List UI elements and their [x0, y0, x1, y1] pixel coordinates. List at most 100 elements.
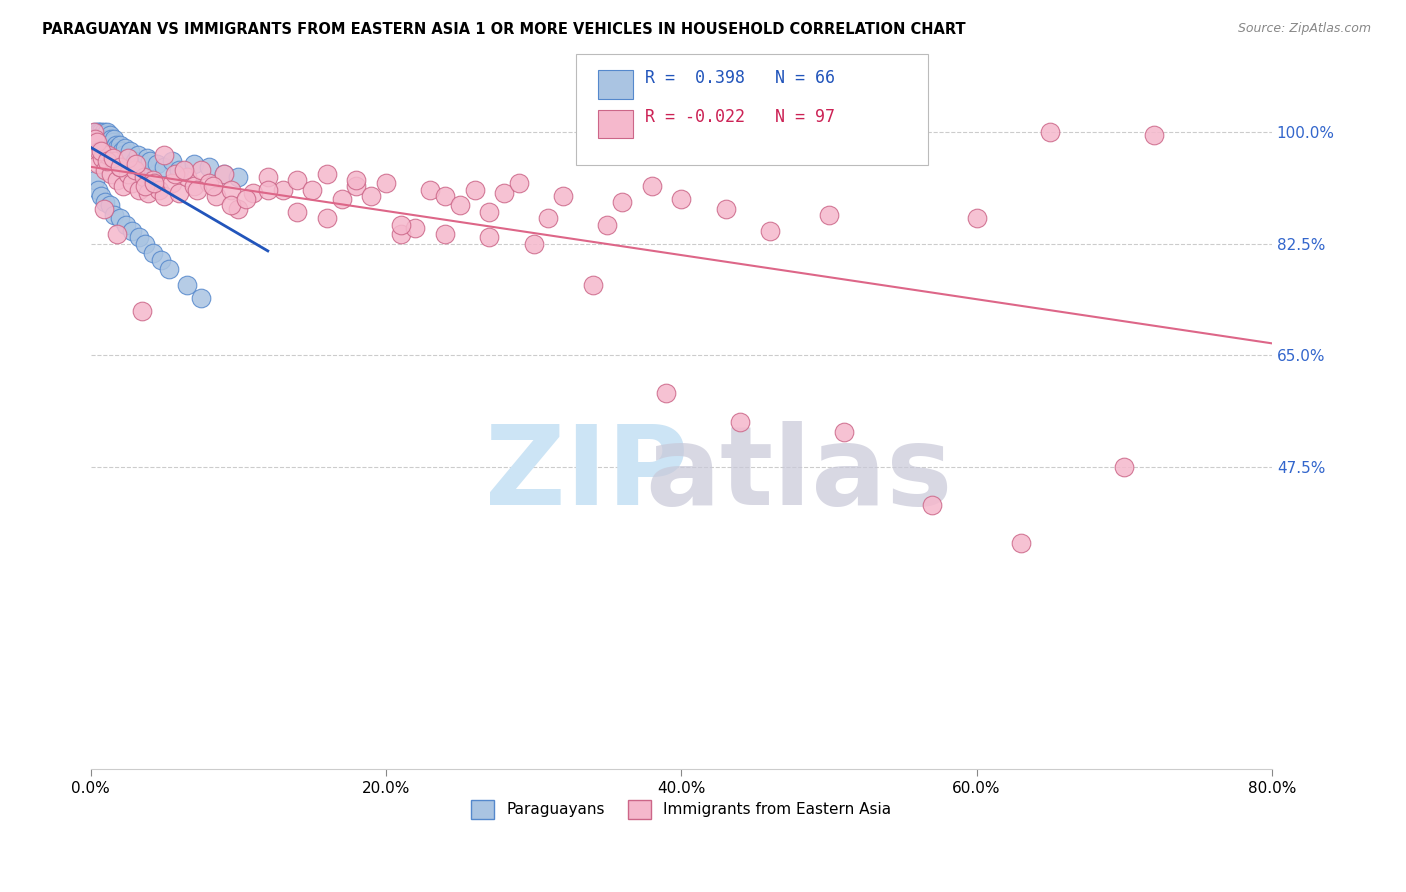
Point [107, 145, 129, 159]
Point [91, 141, 114, 155]
Point [582, 278, 605, 293]
Point [105, 173, 128, 187]
Point [478, 230, 501, 244]
Point [117, 167, 139, 181]
Point [966, 211, 988, 226]
Point [89, 125, 111, 139]
Point [730, 415, 752, 429]
Point [117, 151, 139, 165]
Point [90, 125, 112, 139]
Point [101, 151, 124, 165]
Point [91, 151, 114, 165]
Point [197, 176, 219, 190]
Point [256, 169, 278, 184]
Point [671, 192, 693, 206]
Text: R =  0.398   N = 66: R = 0.398 N = 66 [645, 69, 835, 87]
Point [89, 131, 111, 145]
Point [94, 195, 117, 210]
Point [112, 179, 135, 194]
Point [94, 163, 117, 178]
Point [464, 183, 486, 197]
Point [108, 161, 131, 175]
Point [90, 138, 112, 153]
Point [83, 125, 105, 139]
Point [93, 202, 115, 216]
Point [523, 236, 546, 251]
Point [120, 145, 142, 159]
Point [93, 125, 115, 139]
Point [1039, 125, 1062, 139]
Point [153, 147, 176, 161]
Point [202, 179, 225, 194]
Point [105, 227, 128, 242]
Point [374, 176, 396, 190]
Point [98, 147, 121, 161]
Point [121, 224, 143, 238]
Point [449, 198, 471, 212]
Text: Source: ZipAtlas.com: Source: ZipAtlas.com [1237, 22, 1371, 36]
Point [100, 131, 122, 145]
Point [86, 135, 108, 149]
Point [97, 131, 120, 145]
Text: ZIP: ZIP [485, 422, 689, 528]
Point [117, 151, 139, 165]
Point [87, 157, 110, 171]
Text: R = -0.022   N = 97: R = -0.022 N = 97 [645, 108, 835, 126]
Point [89, 145, 111, 159]
Point [186, 183, 208, 197]
Point [190, 291, 212, 305]
Point [108, 211, 131, 226]
Point [96, 125, 118, 139]
Point [389, 227, 412, 242]
Point [205, 189, 228, 203]
Point [404, 220, 426, 235]
Point [96, 153, 118, 168]
Point [285, 205, 308, 219]
Point [508, 176, 530, 190]
Point [112, 147, 135, 161]
Point [121, 176, 143, 190]
Point [105, 141, 128, 155]
Point [434, 227, 457, 242]
Point [103, 208, 125, 222]
Point [596, 218, 619, 232]
Point [131, 303, 153, 318]
Legend: Paraguayans, Immigrants from Eastern Asia: Paraguayans, Immigrants from Eastern Asi… [465, 794, 897, 825]
Point [97, 147, 120, 161]
Point [419, 183, 441, 197]
Point [100, 145, 122, 159]
Point [96, 138, 118, 153]
Point [389, 218, 412, 232]
Point [242, 186, 264, 200]
Point [135, 151, 157, 165]
Point [301, 183, 323, 197]
Point [114, 141, 136, 155]
Point [157, 262, 180, 277]
Point [759, 224, 782, 238]
Point [235, 192, 257, 206]
Point [127, 147, 149, 161]
Point [832, 425, 855, 439]
Point [226, 169, 249, 184]
Point [641, 179, 664, 194]
Point [344, 179, 367, 194]
Point [655, 386, 678, 401]
Point [160, 153, 183, 168]
Point [104, 147, 127, 161]
Point [142, 246, 165, 260]
Point [212, 167, 235, 181]
Point [197, 161, 219, 175]
Point [97, 141, 120, 155]
Point [173, 163, 195, 178]
Point [108, 161, 131, 175]
Point [111, 145, 134, 159]
Text: atlas: atlas [645, 422, 953, 528]
Point [94, 145, 117, 159]
Point [108, 138, 131, 153]
Point [125, 157, 148, 171]
Point [167, 163, 190, 178]
Point [131, 157, 153, 171]
Point [160, 176, 183, 190]
Point [143, 176, 166, 190]
Point [315, 167, 337, 181]
